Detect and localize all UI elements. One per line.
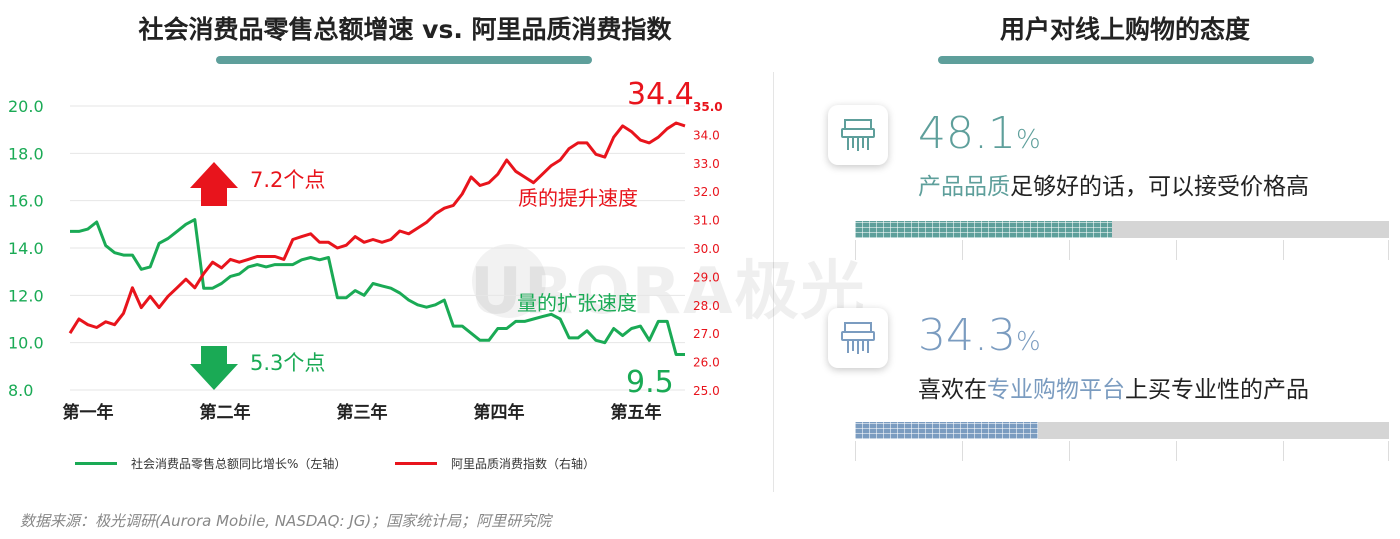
gridlines (70, 105, 685, 391)
right-tick-label: 34.0 (693, 128, 720, 142)
card1-progress-track (855, 221, 1389, 238)
right-title-underline (938, 56, 1314, 64)
legend-green: 社会消费品零售总额同比增长%（左轴） (75, 455, 346, 472)
card2-icon-box (828, 308, 888, 368)
legend-green-swatch (75, 462, 117, 465)
left-tick-label: 14.0 (8, 239, 44, 258)
right-axis-ticks: 35.0 34.0 33.0 32.0 31.0 30.0 29.0 28.0 27.0 26.0… (693, 100, 723, 398)
right-tick-label: 30.0 (693, 242, 720, 256)
x-tick-label: 第五年 (611, 402, 662, 423)
card1-progress-fill (855, 221, 1112, 238)
up-desc-label: 质的提升速度 (518, 186, 638, 210)
right-tick-label: 29.0 (693, 270, 720, 284)
shredder-icon (841, 322, 875, 354)
card1-percent: 48.1% (918, 108, 1041, 159)
card2-tick-marks (855, 441, 1389, 461)
left-tick-label: 8.0 (8, 381, 33, 400)
left-tick-label: 18.0 (8, 144, 44, 163)
right-tick-label: 28.0 (693, 299, 720, 313)
card2-statement: 喜欢在专业购物平台上买专业性的产品 (918, 377, 1309, 403)
red-end-value: 34.4 (627, 77, 694, 112)
card1-statement: 产品品质足够好的话，可以接受价格高 (918, 174, 1309, 200)
quality-index-line (68, 121, 686, 334)
right-tick-label: 35.0 (693, 100, 723, 114)
series-lines (68, 121, 686, 356)
legend-red-label: 阿里品质消费指数（右轴） (451, 457, 596, 471)
data-source-note: 数据来源：极光调研(Aurora Mobile, NASDAQ: JG)；国家统… (20, 512, 552, 530)
card1-icon-box (828, 105, 888, 165)
right-tick-label: 27.0 (693, 327, 720, 341)
right-panel-title: 用户对线上购物的态度 (999, 15, 1250, 44)
x-tick-label: 第二年 (200, 402, 251, 423)
legend-red-swatch (395, 462, 437, 465)
card2-highlight: 专业购物平台 (987, 377, 1125, 403)
left-tick-label: 10.0 (8, 334, 44, 353)
watermark-text: URORA极光 (470, 255, 867, 329)
down-desc-label: 量的扩张速度 (517, 291, 637, 315)
legend-red: 阿里品质消费指数（右轴） (395, 455, 595, 472)
card1-tick-marks (855, 240, 1389, 260)
left-tick-label: 20.0 (8, 97, 44, 116)
up-arrow-icon (190, 162, 238, 206)
aurora-logo-watermark (472, 244, 546, 318)
card2-progress-fill (855, 422, 1039, 439)
x-axis-ticks: 第一年 第二年 第三年 第四年 第五年 (63, 402, 662, 423)
left-tick-label: 16.0 (8, 192, 44, 211)
down-value-label: 5.3个点 (250, 351, 325, 375)
left-axis-ticks: 20.0 18.0 16.0 14.0 12.0 10.0 8.0 (8, 97, 44, 400)
card1-highlight: 产品品质 (918, 174, 1010, 200)
card2-progress-track (855, 422, 1389, 439)
x-tick-label: 第三年 (337, 402, 388, 423)
left-chart-title: 社会消费品零售总额增速 vs. 阿里品质消费指数 (138, 15, 672, 44)
card2-percent: 34.3% (918, 310, 1041, 361)
x-tick-label: 第一年 (63, 402, 114, 423)
panel-divider (773, 72, 774, 492)
shredder-icon (841, 119, 875, 151)
left-tick-label: 12.0 (8, 286, 44, 305)
dual-axis-line-chart: 20.0 18.0 16.0 14.0 12.0 10.0 8.0 35.0 34.0 33.0… (8, 77, 723, 423)
left-title-underline (216, 56, 592, 64)
right-tick-label: 31.0 (693, 214, 720, 228)
green-end-value: 9.5 (626, 365, 674, 400)
right-tick-label: 32.0 (693, 185, 720, 199)
right-tick-label: 33.0 (693, 157, 720, 171)
x-tick-label: 第四年 (474, 402, 525, 423)
retail-growth-line (70, 218, 685, 356)
right-tick-label: 26.0 (693, 356, 720, 370)
down-arrow-icon (190, 346, 238, 390)
right-tick-label: 25.0 (693, 384, 720, 398)
up-value-label: 7.2个点 (250, 168, 325, 192)
legend-green-label: 社会消费品零售总额同比增长%（左轴） (131, 457, 347, 471)
